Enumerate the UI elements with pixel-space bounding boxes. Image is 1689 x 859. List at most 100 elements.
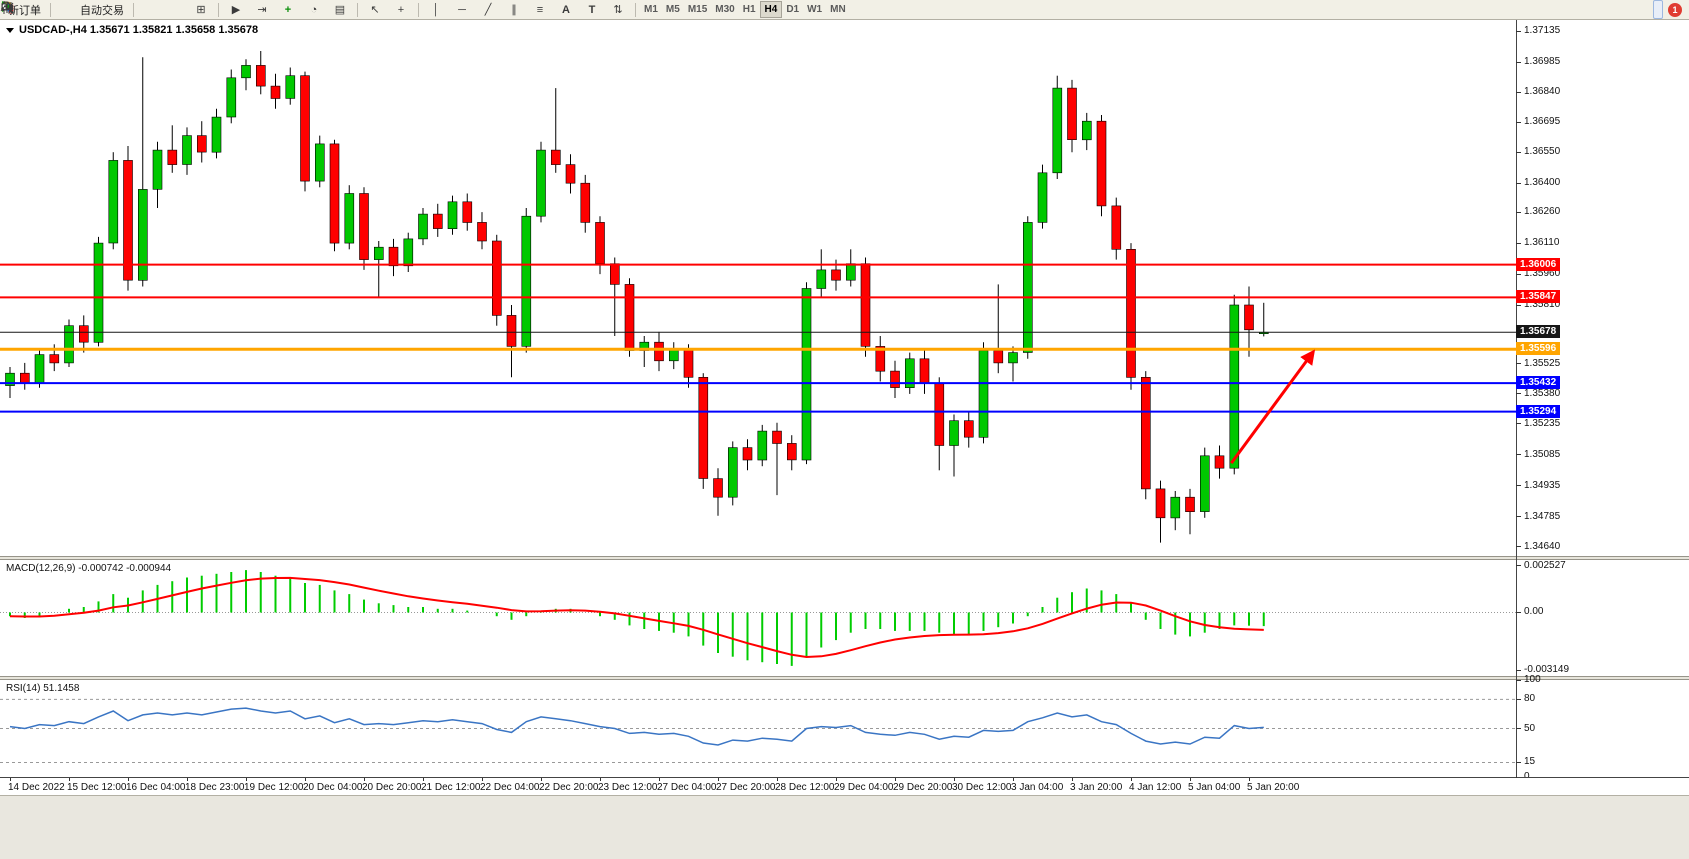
toolbar-separator: [218, 2, 219, 17]
one-click-collapse-icon[interactable]: [6, 27, 14, 33]
time-label: 14 Dec 2022: [8, 782, 65, 793]
toolbar-separator: [418, 2, 419, 17]
zoom-in-button[interactable]: [1, 0, 178, 19]
macd-title: MACD(12,26,9) -0.000742 -0.000944: [6, 563, 172, 574]
time-label: 5 Jan 20:00: [1247, 782, 1300, 793]
cursor-button[interactable]: ↖: [362, 0, 388, 19]
price-label: 1.34785: [1524, 510, 1561, 522]
templates-icon: ▤: [334, 3, 346, 16]
text-label-tool-button[interactable]: T: [579, 0, 605, 19]
candlestick-chart[interactable]: [0, 20, 1516, 556]
text-tool-button[interactable]: A: [553, 0, 579, 19]
vertical-line-button[interactable]: │: [423, 0, 449, 19]
chart-shift-button[interactable]: ⇥: [249, 0, 275, 19]
channel-button[interactable]: ∥: [501, 0, 527, 19]
price-tag: 1.35432: [1516, 376, 1561, 390]
indicators-button[interactable]: +: [275, 0, 301, 19]
price-tick: [1516, 546, 1521, 548]
timeframe-d1[interactable]: D1: [786, 4, 800, 15]
macd-panel[interactable]: [0, 560, 1516, 676]
chart-title-row: USDCAD-,H4 1.35671 1.35821 1.35658 1.356…: [6, 24, 258, 36]
timeframe-mn[interactable]: MN: [830, 4, 846, 15]
new-chart-button[interactable]: [3, 0, 65, 19]
fibonacci-icon: ≡: [536, 3, 544, 16]
price-label: 1.35960: [1524, 268, 1561, 280]
alerts-button[interactable]: [2, 0, 75, 19]
timeframe-m15[interactable]: M15: [687, 4, 708, 15]
fibonacci-button[interactable]: ≡: [527, 0, 553, 19]
timeframe-h4[interactable]: H4: [759, 1, 783, 18]
templates-button[interactable]: ▤: [327, 0, 353, 19]
time-label: 28 Dec 12:00: [775, 782, 835, 793]
indicators-icon: +: [284, 3, 292, 16]
price-label: 1.36695: [1524, 116, 1561, 128]
price-label: 1.36260: [1524, 206, 1561, 218]
panel-splitter-rsi[interactable]: [0, 676, 1689, 680]
arrows-tool-button[interactable]: ⇅: [605, 0, 631, 19]
new-order-label: 新订单: [8, 4, 41, 17]
notification-badge[interactable]: 1: [1668, 2, 1682, 17]
periods-button[interactable]: ◔: [301, 0, 327, 19]
time-label: 19 Dec 12:00: [244, 782, 304, 793]
time-label: 22 Dec 04:00: [480, 782, 540, 793]
cursor-icon: ↖: [370, 3, 380, 16]
scale-border: [1516, 20, 1517, 777]
rsi-scale-tick: [1516, 761, 1521, 763]
bar-chart-button[interactable]: [1, 0, 148, 19]
rsi-scale-label: 100: [1524, 674, 1541, 685]
price-tick: [1516, 151, 1521, 153]
macd-scale-label: -0.003149: [1524, 664, 1570, 676]
vertical-line-icon: │: [432, 3, 440, 16]
line-chart-button[interactable]: [0, 0, 168, 19]
auto-scroll-button[interactable]: ▶: [223, 0, 249, 19]
rsi-chart[interactable]: [0, 680, 1516, 777]
price-tick: [1516, 211, 1521, 213]
timeframe-m30[interactable]: M30: [715, 4, 735, 15]
timeframe-h1[interactable]: H1: [742, 4, 756, 15]
price-tick: [1516, 423, 1521, 425]
timeframe-m1[interactable]: M1: [644, 4, 658, 15]
time-label: 29 Dec 04:00: [834, 782, 894, 793]
time-tick: [246, 778, 247, 781]
timeframe-w1[interactable]: W1: [807, 4, 823, 15]
time-label: 15 Dec 12:00: [67, 782, 127, 793]
panel-splitter-macd[interactable]: [0, 556, 1689, 560]
price-tick: [1516, 91, 1521, 93]
price-tick: [1516, 30, 1521, 32]
macd-chart[interactable]: [0, 560, 1516, 676]
time-tick: [128, 778, 129, 781]
main-toolbar: 新订单 自动交易: [0, 0, 1689, 20]
time-tick: [600, 778, 601, 781]
macd-scale-tick: [1516, 611, 1521, 613]
price-label: 1.36550: [1524, 146, 1561, 158]
time-tick: [954, 778, 955, 781]
candlestick-chart-button[interactable]: [1, 0, 158, 19]
time-tick: [1249, 778, 1250, 781]
trendline-button[interactable]: ╱: [475, 0, 501, 19]
macd-scale-tick: [1516, 565, 1521, 567]
time-axis-corner: [1517, 777, 1689, 796]
time-tick: [10, 778, 11, 781]
price-tick: [1516, 182, 1521, 184]
autotrading-button[interactable]: 自动交易: [2, 0, 129, 19]
rsi-panel[interactable]: [0, 680, 1516, 777]
zoom-out-button[interactable]: [1, 0, 188, 19]
price-label: 1.35235: [1524, 417, 1561, 429]
search-button[interactable]: [1, 0, 1663, 19]
channel-icon: ∥: [511, 3, 517, 16]
price-scale[interactable]: 1.37135 1.36985 1.36840 1.36695 1.36550 1.364…: [1516, 0, 1689, 859]
main-chart-panel[interactable]: [0, 20, 1516, 556]
time-label: 20 Dec 04:00: [303, 782, 363, 793]
time-label: 4 Jan 12:00: [1129, 782, 1182, 793]
time-label: 23 Dec 12:00: [598, 782, 658, 793]
time-label: 22 Dec 20:00: [539, 782, 599, 793]
price-tick: [1516, 516, 1521, 518]
horizontal-line-icon: ─: [458, 3, 466, 16]
crosshair-button[interactable]: +: [388, 0, 414, 19]
toolbar-right-group: 1: [1, 0, 1686, 19]
timeframe-m5[interactable]: M5: [665, 4, 680, 15]
tile-windows-button[interactable]: ⊞: [188, 0, 214, 19]
time-axis[interactable]: 14 Dec 2022 15 Dec 12:00 16 Dec 04:00 18 De…: [0, 777, 1516, 796]
horizontal-line-button[interactable]: ─: [449, 0, 475, 19]
text-label-icon: T: [588, 3, 596, 16]
